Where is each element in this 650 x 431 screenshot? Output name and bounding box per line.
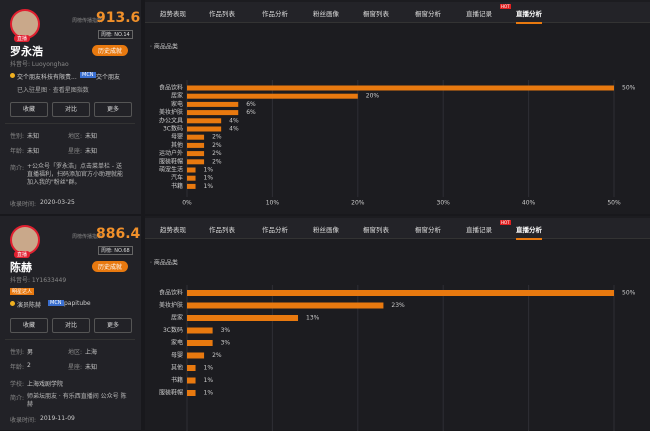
company: 交个朋友科技有限责...	[17, 74, 77, 81]
intro-label: 简介:	[10, 395, 25, 402]
dot	[10, 301, 15, 306]
tab[interactable]: 作品列表	[209, 10, 235, 18]
intro: +公众号「罗永浩」点击菜单栏 - 送直播福利，扫码添加官方小助理就能加入我的"粉…	[27, 163, 124, 186]
tab[interactable]: 趋势表现	[160, 226, 186, 234]
field-value: 2	[27, 362, 31, 369]
tab-bar	[145, 218, 650, 239]
douyin-id: 抖音号: 1Y1633449	[10, 277, 67, 284]
action-button[interactable]: 更多	[94, 102, 132, 117]
tab[interactable]: 直播记录	[466, 10, 492, 18]
name: 罗永浩	[10, 45, 43, 58]
field-label: 星座:	[68, 148, 83, 155]
field-label: 性别:	[10, 349, 25, 356]
tab[interactable]: 直播分析	[516, 8, 542, 24]
divider	[5, 339, 135, 340]
field-value: 未知	[85, 364, 98, 371]
tab[interactable]: 作品分析	[262, 10, 288, 18]
school: 上海戏剧学院	[27, 381, 64, 388]
company: 演员陈赫	[17, 302, 42, 309]
hot-badge: HOT	[500, 220, 511, 225]
field-value: 男	[27, 349, 34, 356]
tab[interactable]: 直播记录	[466, 226, 492, 234]
action-button[interactable]: 收藏	[10, 318, 48, 333]
intro: 师弟坛朋友 · 有乐西直播间 公众号 陈赫	[27, 393, 127, 408]
field-label: 性别:	[10, 133, 25, 140]
divider	[5, 123, 135, 124]
mcn-badge: MCN	[80, 72, 96, 78]
dot	[10, 73, 15, 78]
score-label: 周榜传播指数	[72, 18, 103, 24]
rank: 周榜: NO.14	[98, 30, 133, 39]
score-label: 周榜传播指数	[72, 234, 103, 240]
tab[interactable]: 直播分析	[516, 224, 542, 240]
field-label: 地区:	[68, 133, 83, 140]
tab[interactable]: 橱窗分析	[415, 10, 441, 18]
field-label: 年龄:	[10, 148, 25, 155]
tab[interactable]: 橱窗分析	[415, 226, 441, 234]
tab[interactable]: 趋势表现	[160, 10, 186, 18]
date: 2019-11-09	[40, 415, 75, 422]
tag: 明星达人	[10, 288, 35, 295]
live-badge: 直播	[14, 251, 31, 258]
avatar	[10, 9, 40, 39]
score: 913.6	[96, 10, 141, 26]
field-label: 年龄:	[10, 364, 25, 371]
field-label: 地区:	[68, 349, 83, 356]
intro-label: 简介:	[10, 165, 25, 172]
mcn-name: papitube	[64, 300, 91, 307]
field-value: 未知	[85, 133, 98, 140]
action-button[interactable]: 收藏	[10, 102, 48, 117]
tab[interactable]: 橱窗列表	[363, 226, 389, 234]
main-panel	[145, 216, 650, 430]
achieve-button[interactable]: 历史成就	[92, 45, 129, 56]
tab[interactable]: 作品列表	[209, 226, 235, 234]
date: 2020-03-25	[40, 199, 75, 206]
achieve-button[interactable]: 历史成就	[92, 261, 129, 272]
tab-bar	[145, 2, 650, 23]
field-value: 上海	[85, 349, 98, 356]
field-value: 未知	[27, 133, 40, 140]
main-panel	[145, 0, 650, 214]
action-button[interactable]: 对比	[52, 102, 90, 117]
hot-badge: HOT	[500, 4, 511, 9]
mcn-badge: MCN	[48, 300, 64, 306]
action-button[interactable]: 更多	[94, 318, 132, 333]
rank: 周榜: NO.68	[98, 246, 133, 255]
tab[interactable]: 粉丝画像	[313, 226, 339, 234]
school-label: 学校:	[10, 381, 25, 388]
mcn-name: 交个朋友	[96, 74, 121, 81]
name: 陈赫	[10, 261, 32, 274]
tab[interactable]: 橱窗列表	[363, 10, 389, 18]
date-label: 收录时间:	[10, 201, 37, 208]
field-value: 未知	[27, 148, 40, 155]
star: 已入驻星图 · 查看星图指数	[17, 87, 89, 94]
live-badge: 直播	[14, 35, 31, 42]
douyin-id: 抖音号: Luoyonghao	[10, 61, 69, 68]
field-value: 未知	[85, 148, 98, 155]
tab[interactable]: 作品分析	[262, 226, 288, 234]
action-button[interactable]: 对比	[52, 318, 90, 333]
field-label: 星座:	[68, 364, 83, 371]
date-label: 收录时间:	[10, 417, 37, 424]
score: 886.4	[96, 226, 141, 242]
tab[interactable]: 粉丝画像	[313, 10, 339, 18]
